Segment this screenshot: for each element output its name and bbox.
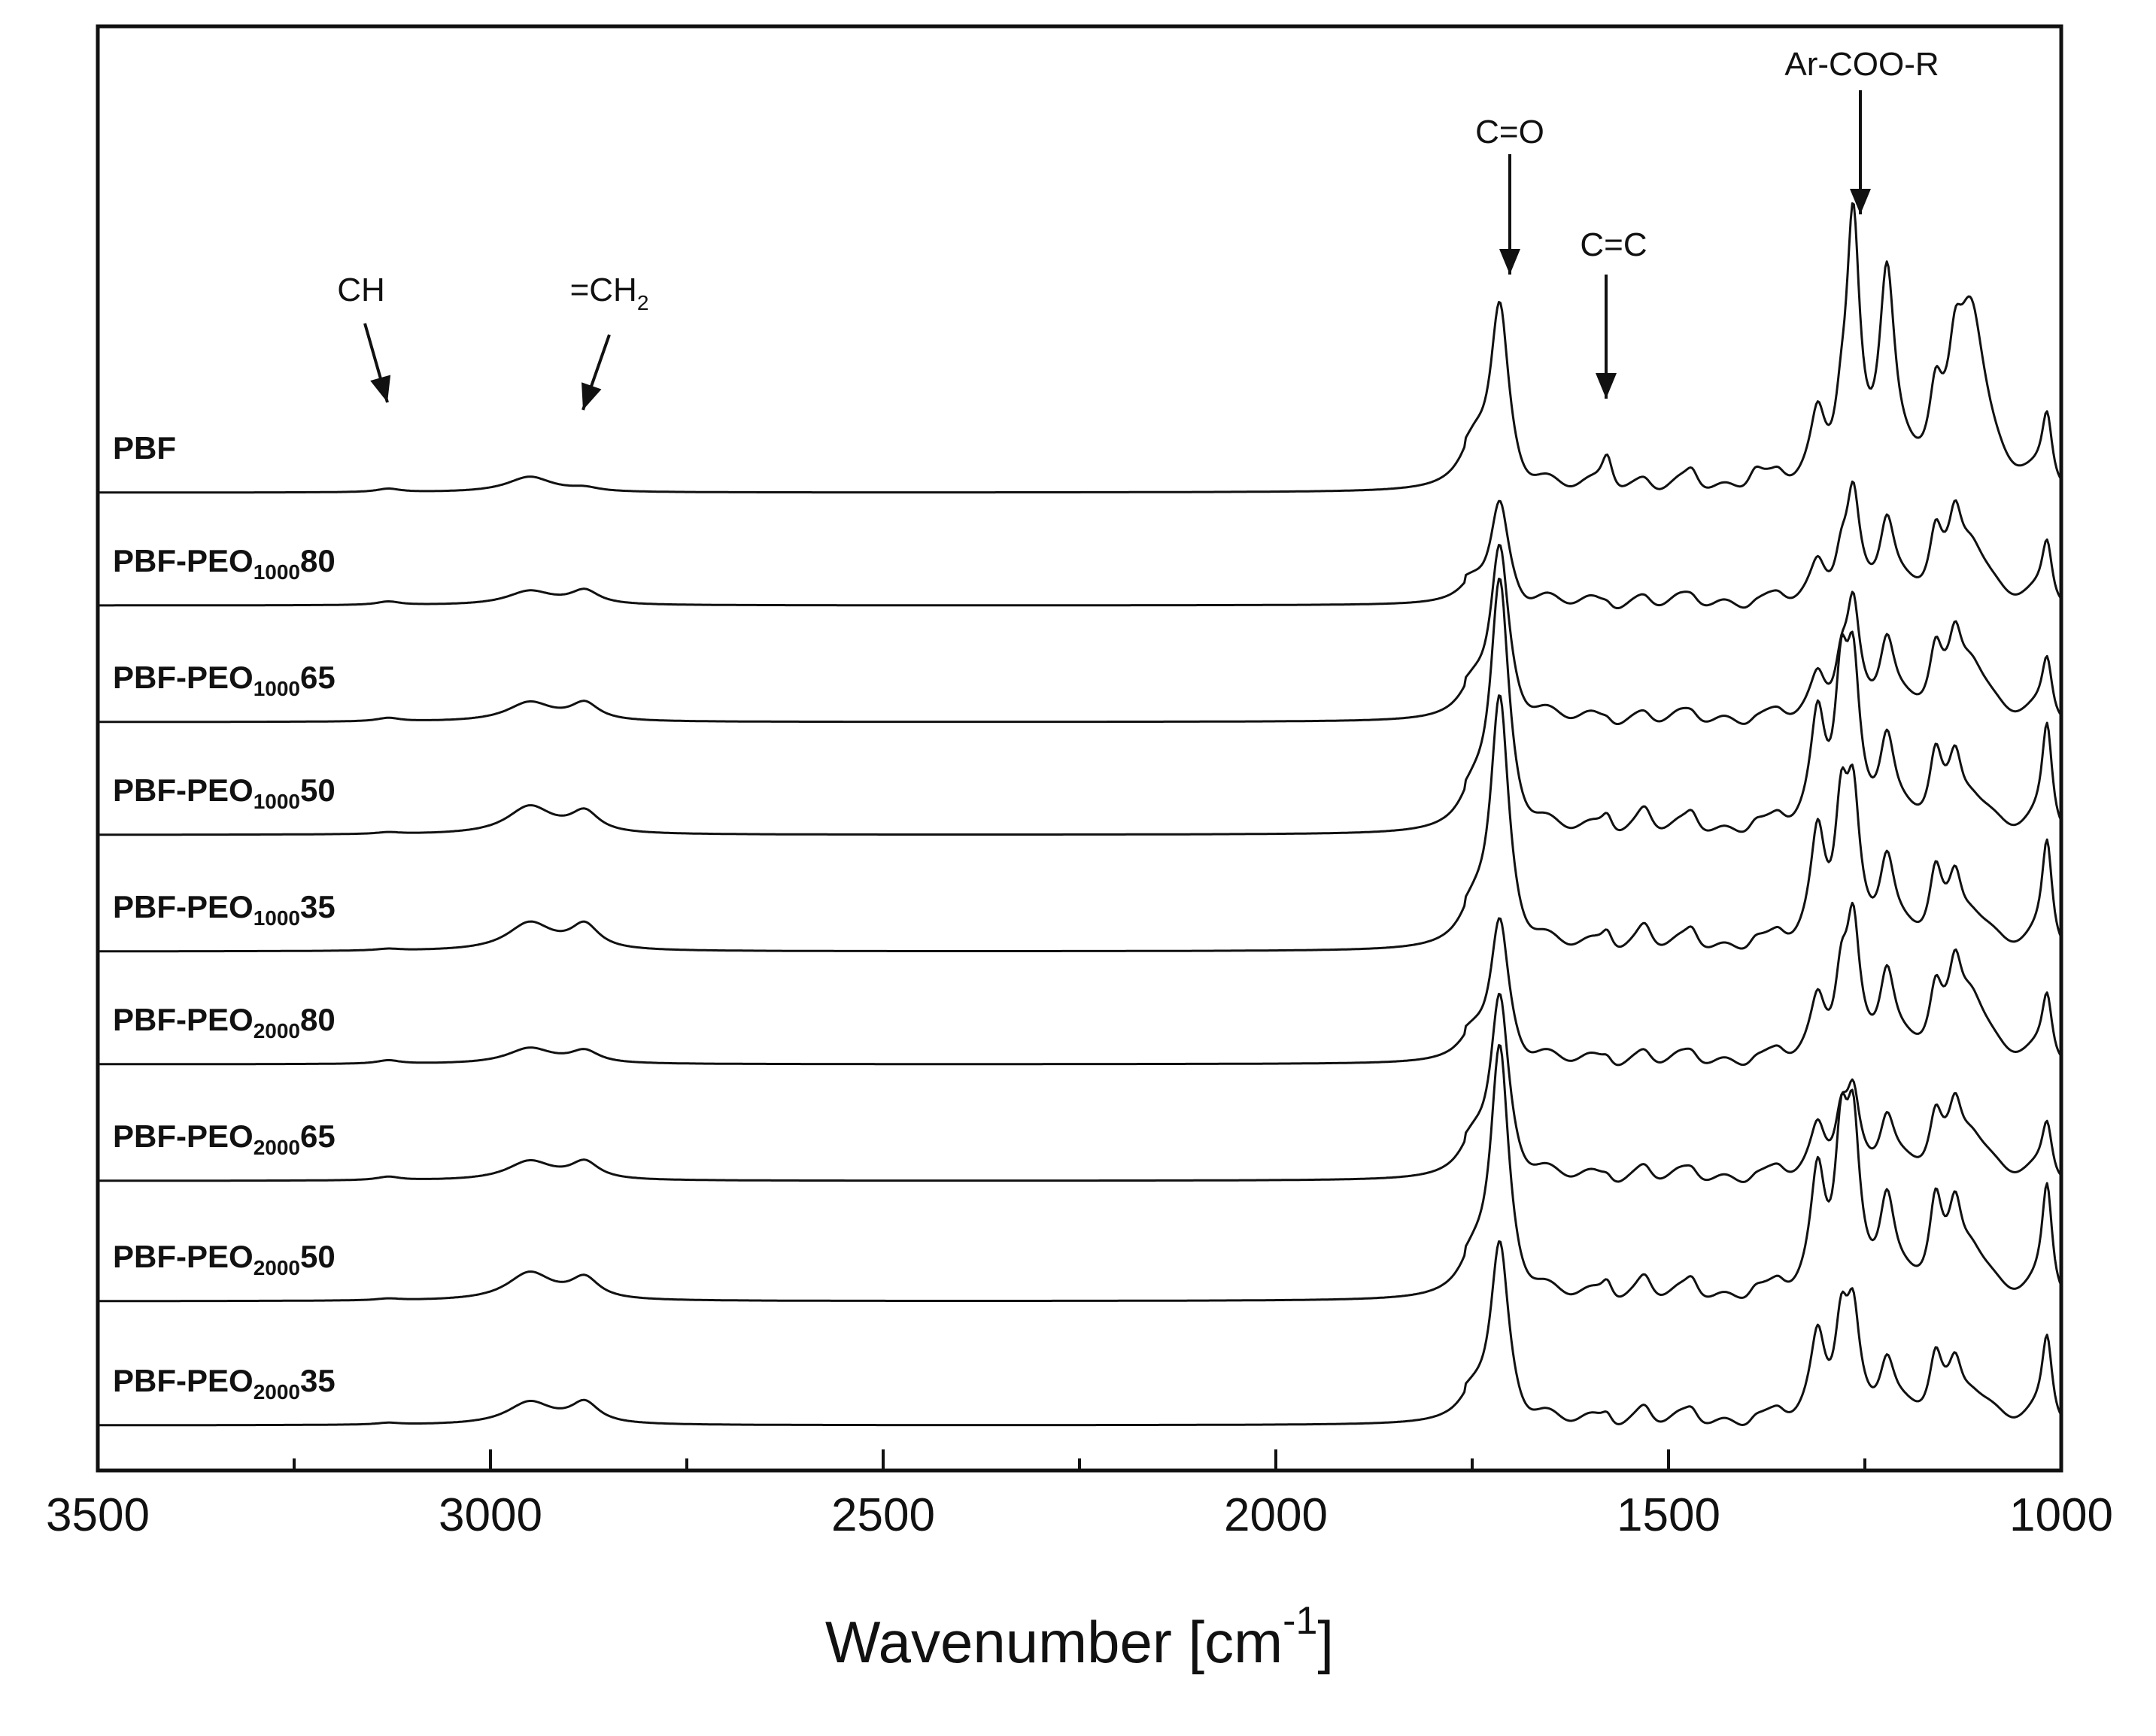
spectra-traces <box>98 202 2063 1427</box>
series-label: PBF-PEO100080 <box>113 543 336 584</box>
x-tick-label: 3500 <box>46 1489 150 1541</box>
peak-annotation-label: CH <box>337 272 385 308</box>
spectrum-line <box>98 901 2063 1067</box>
series-label: PBF-PEO100065 <box>113 660 336 700</box>
series-label: PBF <box>113 430 176 466</box>
x-tick-label: 1500 <box>1617 1489 1720 1541</box>
x-axis-title: Wavenumber [cm-1] <box>825 1599 1334 1675</box>
peak-annotation-label: C=O <box>1475 114 1544 150</box>
x-axis-title-sup: -1 <box>1283 1599 1317 1643</box>
annotation-arrow-head <box>1850 189 1871 214</box>
spectrum-line <box>98 480 2063 609</box>
series-label: PBF-PEO200035 <box>113 1363 336 1404</box>
series-label: PBF-PEO200080 <box>113 1002 336 1043</box>
series-labels: PBF PBF-PEO100080 PBF-PEO100065 PBF-PEO1000… <box>113 430 336 1404</box>
spectrum-line <box>98 1240 2063 1427</box>
spectrum-line <box>98 992 2063 1183</box>
spectrum-line <box>98 1044 2063 1303</box>
spectrum-line <box>98 202 2063 494</box>
x-axis-title-text: Wavenumber [cm <box>825 1609 1283 1675</box>
series-label: PBF-PEO200065 <box>113 1118 336 1159</box>
annotation-arrow-head <box>1499 249 1520 275</box>
annotation-arrow-head <box>582 382 602 410</box>
peak-annotation-label: =CH2 <box>570 272 649 314</box>
x-axis-ticks: 3500 3000 2500 2000 1500 1000 <box>46 1449 2113 1541</box>
x-tick-label: 2500 <box>831 1489 935 1541</box>
peak-annotations: CH =CH2 C=O C=C Ar-COO-R <box>337 46 1939 411</box>
series-label: PBF-PEO100035 <box>113 889 336 930</box>
series-label: PBF-PEO100050 <box>113 772 336 813</box>
x-tick-label: 2000 <box>1224 1489 1328 1541</box>
plot-frame <box>96 24 2063 1473</box>
spectrum-line <box>98 578 2063 836</box>
series-label: PBF-PEO200050 <box>113 1239 336 1279</box>
annotation-arrow-head <box>370 375 391 402</box>
peak-annotation-label: Ar-COO-R <box>1784 46 1939 83</box>
x-tick-label: 1000 <box>2009 1489 2113 1541</box>
x-tick-label: 3000 <box>439 1489 542 1541</box>
x-axis-title-end: ] <box>1317 1609 1334 1675</box>
peak-annotation-label: C=C <box>1580 226 1647 263</box>
spectrum-line <box>98 694 2063 953</box>
annotation-arrow-head <box>1596 373 1617 399</box>
spectrum-line <box>98 544 2063 725</box>
